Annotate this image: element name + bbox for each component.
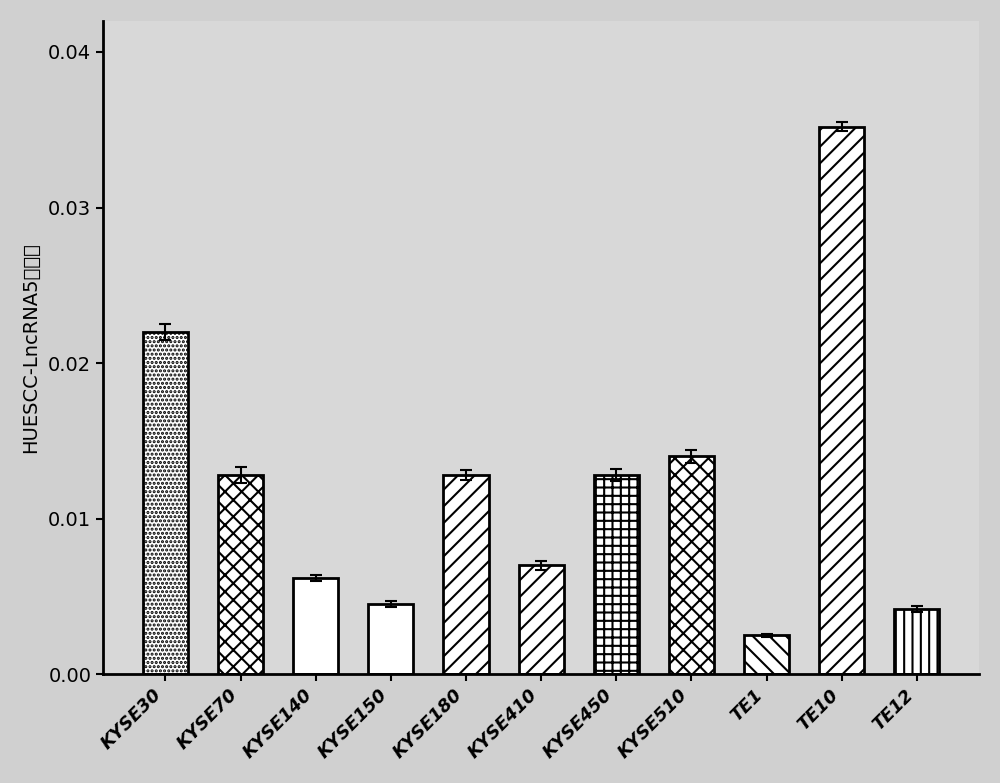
Bar	[819, 127, 864, 674]
Bar	[519, 565, 564, 674]
Bar	[744, 635, 789, 674]
Bar	[443, 475, 489, 674]
Y-axis label: HUESCC-LncRNA5表达量: HUESCC-LncRNA5表达量	[21, 242, 40, 453]
Bar	[594, 475, 639, 674]
Bar	[894, 609, 939, 674]
Bar	[143, 332, 188, 674]
Bar	[218, 475, 263, 674]
Bar	[669, 456, 714, 674]
Bar	[293, 578, 338, 674]
Bar	[368, 604, 413, 674]
